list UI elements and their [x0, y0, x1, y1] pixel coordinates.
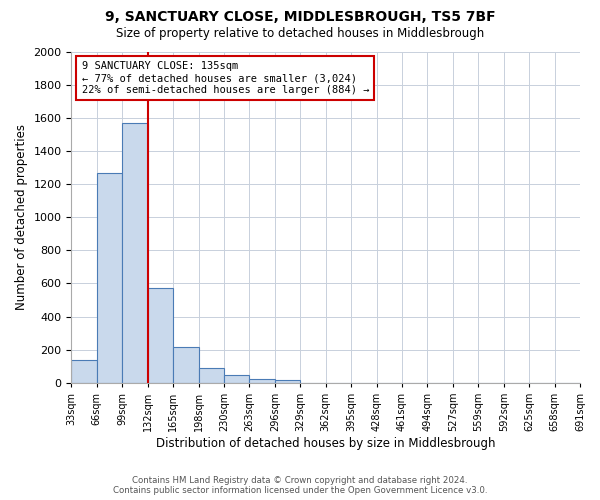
X-axis label: Distribution of detached houses by size in Middlesbrough: Distribution of detached houses by size …	[156, 437, 496, 450]
Bar	[199, 368, 224, 383]
Bar	[71, 360, 97, 383]
Bar	[173, 348, 199, 383]
Bar	[224, 376, 250, 383]
Text: 9 SANCTUARY CLOSE: 135sqm
← 77% of detached houses are smaller (3,024)
22% of se: 9 SANCTUARY CLOSE: 135sqm ← 77% of detac…	[82, 62, 369, 94]
Text: 9, SANCTUARY CLOSE, MIDDLESBROUGH, TS5 7BF: 9, SANCTUARY CLOSE, MIDDLESBROUGH, TS5 7…	[104, 10, 496, 24]
Text: Contains HM Land Registry data © Crown copyright and database right 2024.
Contai: Contains HM Land Registry data © Crown c…	[113, 476, 487, 495]
Bar	[250, 379, 275, 383]
Bar	[97, 174, 122, 383]
Y-axis label: Number of detached properties: Number of detached properties	[15, 124, 28, 310]
Bar	[275, 380, 300, 383]
Text: Size of property relative to detached houses in Middlesbrough: Size of property relative to detached ho…	[116, 28, 484, 40]
Bar	[122, 123, 148, 383]
Bar	[148, 288, 173, 383]
